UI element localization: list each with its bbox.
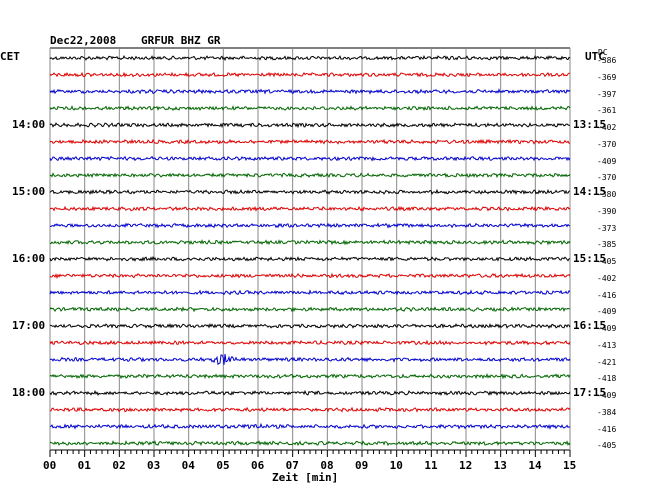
trace-line (49, 188, 571, 195)
dc-offset-label: -384 (597, 407, 617, 417)
x-tick-label: 09 (355, 459, 369, 472)
x-tick-label: 14 (528, 459, 542, 472)
dc-offset-label: -397 (597, 89, 617, 99)
x-tick-label: 13 (493, 459, 507, 472)
utc-hour-label: 13:15 (573, 118, 607, 131)
trace-line (49, 372, 571, 380)
dc-offset-label: -418 (597, 374, 617, 384)
x-tick-label: 03 (147, 459, 161, 472)
dc-offset-label: -390 (597, 206, 617, 216)
x-tick-label: 12 (459, 459, 473, 472)
dc-offset-label: -409 (597, 156, 617, 166)
cet-hour-label: 14:00 (12, 118, 46, 131)
utc-hour-label: 16:15 (573, 319, 607, 332)
dc-offset-label: -413 (597, 340, 617, 350)
x-tick-label: 07 (285, 459, 299, 472)
dc-offset-label: -409 (597, 307, 617, 317)
dc-offset-label: -369 (597, 72, 617, 82)
trace-line (49, 172, 571, 179)
trace-line (49, 222, 571, 229)
x-tick-label: 08 (320, 459, 334, 472)
chart-date: Dec22,2008 (50, 34, 117, 47)
dc-offset-label: -385 (597, 240, 617, 250)
chart-station: GRFUR BHZ GR (141, 34, 221, 47)
trace-line (49, 88, 571, 95)
dc-offset-label: -361 (597, 106, 617, 116)
cet-hour-label: 18:00 (12, 386, 46, 399)
dc-offset-label: -370 (597, 173, 617, 183)
x-tick-label: 05 (216, 459, 230, 472)
trace-line (49, 389, 571, 396)
utc-label: UTC (585, 50, 605, 63)
dc-offset-label: -405 (597, 441, 617, 451)
trace-line (49, 54, 571, 62)
cet-hour-label: 15:00 (12, 185, 46, 198)
dc-offset-label: -402 (597, 273, 617, 283)
x-tick-label: 00 (43, 459, 57, 472)
dc-offset-label: -409 (597, 324, 617, 333)
utc-hour-label: 15:15 (573, 252, 607, 265)
x-tick-label: 04 (181, 459, 195, 472)
x-tick-label: 01 (77, 459, 91, 472)
x-tick-label: 15 (563, 459, 577, 472)
dc-offset-label: -373 (597, 223, 617, 233)
trace-line (49, 306, 571, 313)
trace-line (49, 155, 571, 162)
x-tick-label: 10 (389, 459, 403, 472)
cet-hour-label: 17:00 (12, 319, 46, 332)
trace-line (49, 339, 571, 346)
trace-line (49, 105, 571, 112)
trace-line (49, 323, 571, 329)
trace-line (49, 122, 571, 129)
trace-line (49, 255, 571, 262)
dc-offset-label: -421 (597, 357, 617, 367)
dc-label: DC (598, 48, 608, 57)
cet-hour-label: 16:00 (12, 252, 46, 265)
trace-line (49, 406, 571, 413)
x-tick-label: 02 (112, 459, 126, 472)
dc-offset-label: -386 (597, 56, 617, 65)
cet-label: CET (0, 50, 20, 63)
trace-line (49, 272, 571, 280)
dc-offset-label: -416 (597, 290, 617, 300)
x-axis-label: Zeit [min] (272, 471, 339, 484)
trace-line (49, 71, 571, 78)
x-tick-label: 06 (251, 459, 265, 472)
dc-offset-label: -409 (597, 391, 617, 400)
trace-line (49, 440, 571, 447)
utc-hour-label: 14:15 (573, 185, 607, 198)
x-tick-label: 11 (424, 459, 438, 472)
dc-offset-label: -380 (597, 190, 617, 199)
trace-line (49, 353, 571, 366)
trace-line (49, 289, 571, 296)
dc-offset-label: -416 (597, 424, 617, 434)
utc-hour-label: 17:15 (573, 386, 607, 399)
dc-offset-label: -405 (597, 257, 617, 266)
trace-line (49, 422, 571, 430)
dc-offset-label: -402 (597, 123, 617, 132)
dc-offset-label: -370 (597, 139, 617, 149)
trace-line (49, 205, 571, 212)
trace-line (49, 239, 571, 246)
trace-line (49, 138, 571, 145)
